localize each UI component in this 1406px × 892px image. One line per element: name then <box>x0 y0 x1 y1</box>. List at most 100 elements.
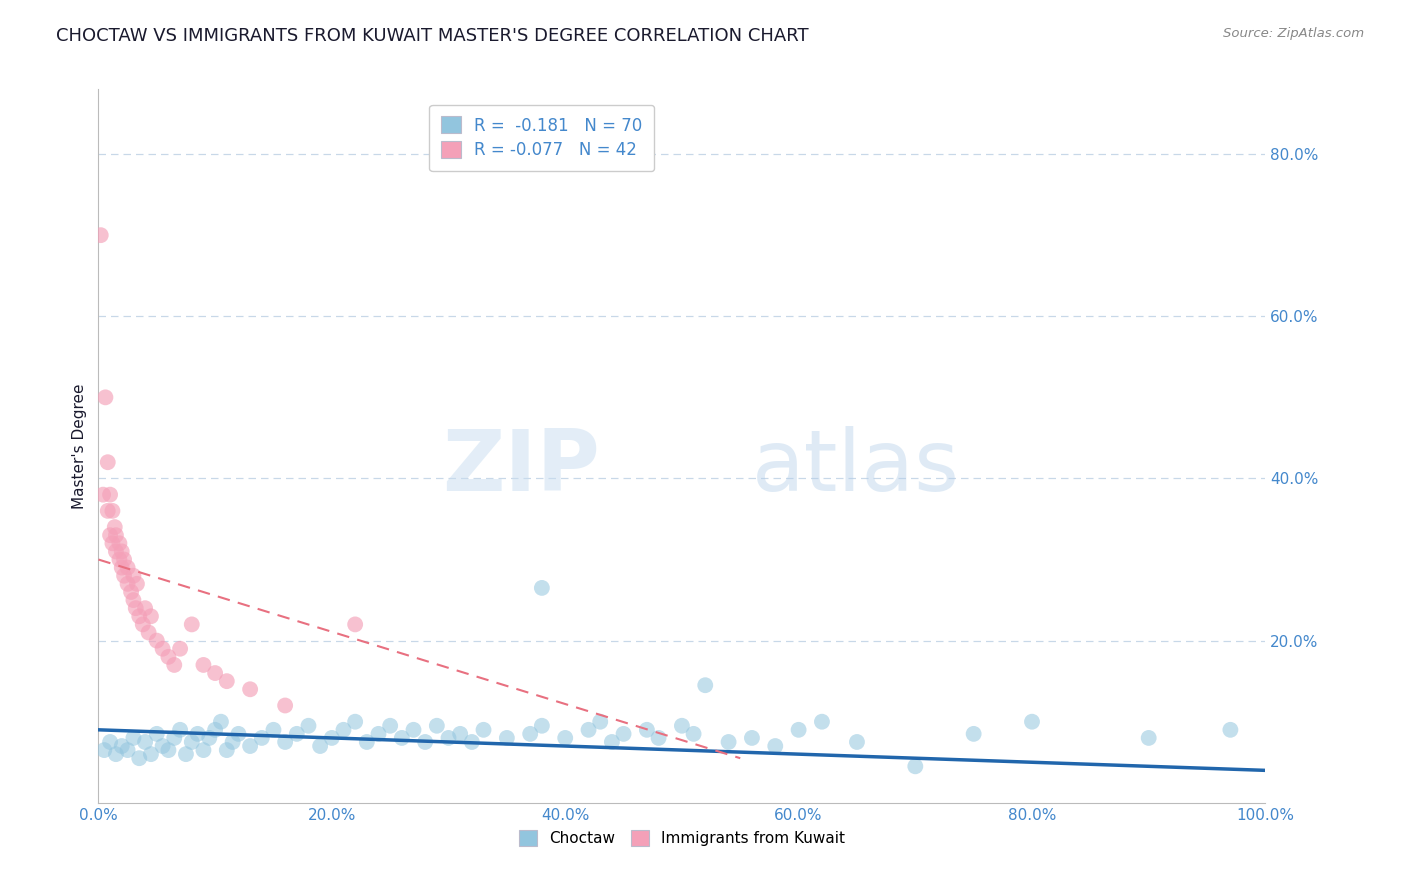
Point <box>193 743 215 757</box>
Point <box>180 735 202 749</box>
Point <box>636 723 658 737</box>
Point <box>578 723 600 737</box>
Point <box>122 568 145 582</box>
Point <box>647 731 669 745</box>
Point <box>1219 723 1241 737</box>
Point <box>228 727 250 741</box>
Point <box>108 536 131 550</box>
Point <box>125 601 148 615</box>
Point <box>717 735 740 749</box>
Point <box>90 228 112 243</box>
Point <box>426 719 449 733</box>
Point <box>163 731 186 745</box>
Y-axis label: Master's Degree: Master's Degree <box>72 384 87 508</box>
Point <box>104 544 127 558</box>
Point <box>157 743 180 757</box>
Legend: Choctaw, Immigrants from Kuwait: Choctaw, Immigrants from Kuwait <box>513 824 851 852</box>
Point <box>380 719 402 733</box>
Point <box>98 488 121 502</box>
Point <box>125 577 148 591</box>
Point <box>209 714 232 729</box>
Text: CHOCTAW VS IMMIGRANTS FROM KUWAIT MASTER'S DEGREE CORRELATION CHART: CHOCTAW VS IMMIGRANTS FROM KUWAIT MASTER… <box>56 27 808 45</box>
Point <box>554 731 576 745</box>
Point <box>262 723 284 737</box>
Point <box>437 731 460 745</box>
Point <box>152 641 174 656</box>
Point <box>811 714 834 729</box>
Point <box>741 731 763 745</box>
Point <box>1137 731 1160 745</box>
Point <box>449 727 471 741</box>
Point <box>101 504 124 518</box>
Point <box>285 727 308 741</box>
Point <box>117 743 139 757</box>
Point <box>904 759 927 773</box>
Point <box>297 719 319 733</box>
Point <box>787 723 810 737</box>
Point <box>122 593 145 607</box>
Point <box>600 735 623 749</box>
Point <box>134 735 156 749</box>
Point <box>274 735 297 749</box>
Point <box>846 735 869 749</box>
Point <box>111 739 134 753</box>
Point <box>530 581 553 595</box>
Point <box>180 617 202 632</box>
Point <box>139 609 162 624</box>
Point <box>101 536 124 550</box>
Point <box>193 657 215 672</box>
Point <box>132 617 155 632</box>
Text: atlas: atlas <box>752 425 960 509</box>
Point <box>472 723 495 737</box>
Point <box>146 633 169 648</box>
Text: ZIP: ZIP <box>443 425 600 509</box>
Point <box>239 682 262 697</box>
Point <box>122 731 145 745</box>
Point <box>215 743 238 757</box>
Point <box>169 723 191 737</box>
Point <box>274 698 297 713</box>
Point <box>367 727 389 741</box>
Point <box>344 617 367 632</box>
Point <box>98 735 121 749</box>
Point <box>104 520 127 534</box>
Point <box>344 714 367 729</box>
Point <box>93 743 115 757</box>
Point <box>187 727 209 741</box>
Point <box>413 735 436 749</box>
Point <box>157 649 180 664</box>
Point <box>120 585 142 599</box>
Point <box>104 528 127 542</box>
Point <box>682 727 704 741</box>
Point <box>94 390 117 404</box>
Point <box>589 714 612 729</box>
Point <box>461 735 484 749</box>
Point <box>117 560 139 574</box>
Point <box>108 552 131 566</box>
Point <box>671 719 693 733</box>
Point <box>356 735 378 749</box>
Point <box>139 747 162 761</box>
Point <box>309 739 332 753</box>
Point <box>332 723 354 737</box>
Point <box>250 731 273 745</box>
Point <box>613 727 636 741</box>
Point <box>962 727 984 741</box>
Point <box>152 739 174 753</box>
Point <box>128 609 150 624</box>
Point <box>215 674 238 689</box>
Point <box>91 488 114 502</box>
Point <box>112 552 135 566</box>
Point <box>695 678 717 692</box>
Point <box>163 657 186 672</box>
Point <box>198 731 221 745</box>
Point <box>204 666 226 681</box>
Point <box>221 735 243 749</box>
Point <box>496 731 519 745</box>
Point <box>117 577 139 591</box>
Point <box>111 544 134 558</box>
Point <box>169 641 191 656</box>
Point <box>134 601 156 615</box>
Point <box>204 723 226 737</box>
Point <box>321 731 343 745</box>
